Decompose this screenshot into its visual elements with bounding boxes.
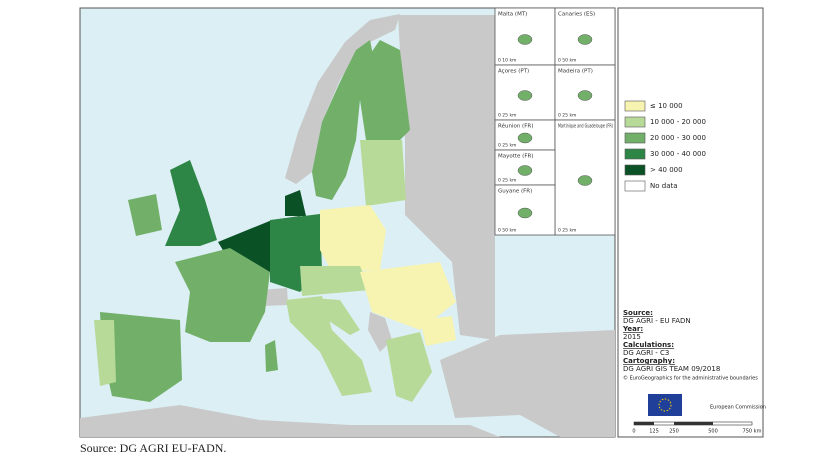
inset-scale: 0 50 km [558, 58, 576, 64]
scale-label: 500 [708, 429, 718, 435]
inset-scale: 0 10 km [498, 58, 516, 64]
scale-label: 0 [632, 429, 635, 435]
inset-scale: 0 25 km [498, 113, 516, 119]
legend-swatch [624, 164, 646, 176]
legend-label: No data [650, 182, 678, 190]
cartography: DG AGRI GIS TEAM 09/2018 [623, 365, 720, 373]
inset-land [517, 90, 533, 101]
legend-label: 10 000 - 20 000 [650, 118, 706, 126]
legend-swatch [624, 116, 646, 128]
legend-swatch [624, 180, 646, 192]
caption: Source: DG AGRI EU-FADN. [80, 441, 226, 455]
inset-label: Madeira (PT) [558, 69, 593, 75]
inset-scale: 0 25 km [558, 228, 576, 234]
scale-bar-seg [674, 422, 713, 425]
source-heading: Source: [623, 309, 653, 317]
inset-land [517, 34, 533, 45]
calculations: DG AGRI - C3 [623, 349, 669, 357]
calculations-heading: Calculations: [623, 341, 674, 349]
scale-bar-seg [634, 422, 654, 425]
inset-label: Réunion (FR) [498, 123, 533, 130]
legend-label: > 40 000 [650, 166, 683, 174]
year: 2015 [623, 333, 641, 341]
legend-swatch [624, 100, 646, 112]
inset-land [577, 175, 593, 186]
legend-swatch [624, 132, 646, 144]
legend-label: 30 000 - 40 000 [650, 150, 706, 158]
copyright: © EuroGeographics for the administrative… [623, 375, 758, 382]
inset-scale: 0 25 km [498, 178, 516, 184]
eu-stars [658, 398, 672, 412]
year-heading: Year: [622, 325, 643, 333]
inset-label: Açores (PT) [498, 69, 529, 75]
cartography-heading: Cartography: [623, 357, 675, 365]
inset-label: Canaries (ES) [558, 12, 595, 18]
inset-label: Martinique and Guadeloupe (FR) [558, 124, 613, 130]
inset-scale: 0 50 km [498, 228, 516, 234]
scale-label: 250 [669, 429, 679, 435]
inset-label: Mayotte (FR) [498, 154, 533, 160]
inset-label: Malta (MT) [498, 12, 527, 18]
legend-swatch [624, 148, 646, 160]
inset-land [577, 90, 593, 101]
logo-text: European Commission [710, 405, 766, 411]
inset-land [517, 207, 533, 219]
inset-land [577, 34, 593, 45]
inset-scale: 0 25 km [558, 113, 576, 119]
eu-flag [648, 394, 682, 416]
inset-scale: 0 25 km [498, 143, 516, 149]
insets [494, 7, 616, 236]
inset-land [517, 165, 533, 176]
inset-land [517, 132, 533, 144]
credits: Source: DG AGRI - EU FADN Year: 2015 Cal… [622, 309, 766, 426]
legend-label: 20 000 - 30 000 [650, 134, 706, 142]
inset-label: Guyane (FR) [498, 189, 532, 195]
source: DG AGRI - EU FADN [623, 317, 691, 325]
scale-label: 125 [649, 429, 659, 435]
legend-label: ≤ 10 000 [650, 102, 683, 110]
legend-panel [617, 7, 764, 438]
scale-label: 750 km [743, 429, 762, 435]
